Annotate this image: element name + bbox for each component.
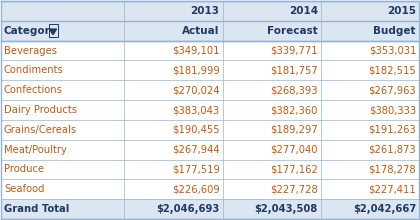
Text: $181,757: $181,757 <box>270 65 318 75</box>
Bar <box>321 41 419 61</box>
Text: Actual: Actual <box>182 26 220 36</box>
Bar <box>1 199 124 219</box>
Bar <box>321 100 419 120</box>
Bar <box>321 120 419 140</box>
Bar <box>223 21 321 41</box>
Bar <box>321 80 419 100</box>
Bar <box>223 61 321 80</box>
Bar <box>321 160 419 179</box>
Bar <box>321 199 419 219</box>
Text: Meat/Poultry: Meat/Poultry <box>4 145 67 155</box>
Text: $277,040: $277,040 <box>270 145 318 155</box>
Text: $178,278: $178,278 <box>368 165 416 174</box>
Bar <box>223 120 321 140</box>
Bar <box>321 179 419 199</box>
Bar <box>124 21 223 41</box>
Text: $190,455: $190,455 <box>172 125 220 135</box>
Text: $382,360: $382,360 <box>270 105 318 115</box>
Text: $177,519: $177,519 <box>172 165 220 174</box>
Bar <box>1 120 124 140</box>
Text: 2013: 2013 <box>191 6 220 16</box>
Text: $2,042,667: $2,042,667 <box>353 204 416 214</box>
Text: $353,031: $353,031 <box>369 46 416 55</box>
Bar <box>48 24 58 37</box>
Text: 2015: 2015 <box>387 6 416 16</box>
Text: Seafood: Seafood <box>4 184 45 194</box>
Bar <box>1 160 124 179</box>
Bar <box>223 41 321 61</box>
Bar <box>124 140 223 159</box>
Bar <box>223 80 321 100</box>
Text: $261,873: $261,873 <box>368 145 416 155</box>
Polygon shape <box>50 29 57 35</box>
Text: Beverages: Beverages <box>4 46 57 55</box>
Bar <box>124 199 223 219</box>
Bar <box>124 120 223 140</box>
Bar <box>1 80 124 100</box>
Text: Budget: Budget <box>373 26 416 36</box>
Text: $189,297: $189,297 <box>270 125 318 135</box>
Bar <box>1 1 124 21</box>
Bar <box>223 160 321 179</box>
Bar <box>223 140 321 159</box>
Bar <box>321 1 419 21</box>
Bar <box>1 100 124 120</box>
Text: $226,609: $226,609 <box>172 184 220 194</box>
Bar <box>124 80 223 100</box>
Text: $267,944: $267,944 <box>172 145 220 155</box>
Bar <box>124 61 223 80</box>
Bar <box>124 1 223 21</box>
Text: 2014: 2014 <box>289 6 318 16</box>
Bar <box>321 61 419 80</box>
Text: $2,046,693: $2,046,693 <box>156 204 220 214</box>
Text: $380,333: $380,333 <box>369 105 416 115</box>
Bar <box>321 140 419 159</box>
Text: Confections: Confections <box>4 85 63 95</box>
Bar <box>321 21 419 41</box>
Text: Condiments: Condiments <box>4 65 64 75</box>
Bar <box>124 160 223 179</box>
Bar <box>124 100 223 120</box>
Bar <box>223 1 321 21</box>
Text: Category: Category <box>4 26 58 36</box>
Text: Grand Total: Grand Total <box>4 204 69 214</box>
Text: $268,393: $268,393 <box>270 85 318 95</box>
Text: $339,771: $339,771 <box>270 46 318 55</box>
Text: $383,043: $383,043 <box>173 105 220 115</box>
Text: $227,411: $227,411 <box>368 184 416 194</box>
Text: Produce: Produce <box>4 165 44 174</box>
Text: $181,999: $181,999 <box>172 65 220 75</box>
Bar <box>223 179 321 199</box>
Bar <box>124 179 223 199</box>
Bar <box>1 140 124 159</box>
Bar <box>1 41 124 61</box>
Bar <box>1 61 124 80</box>
Bar <box>223 100 321 120</box>
Text: $227,728: $227,728 <box>270 184 318 194</box>
Text: $191,263: $191,263 <box>368 125 416 135</box>
Text: Forecast: Forecast <box>267 26 318 36</box>
Bar <box>1 179 124 199</box>
Bar <box>223 199 321 219</box>
Text: $182,515: $182,515 <box>368 65 416 75</box>
Text: $2,043,508: $2,043,508 <box>255 204 318 214</box>
Text: $270,024: $270,024 <box>172 85 220 95</box>
Text: $267,963: $267,963 <box>368 85 416 95</box>
Text: $177,162: $177,162 <box>270 165 318 174</box>
Text: Dairy Products: Dairy Products <box>4 105 77 115</box>
Text: Grains/Cereals: Grains/Cereals <box>4 125 77 135</box>
Bar <box>1 21 124 41</box>
Bar <box>124 41 223 61</box>
Text: $349,101: $349,101 <box>172 46 220 55</box>
